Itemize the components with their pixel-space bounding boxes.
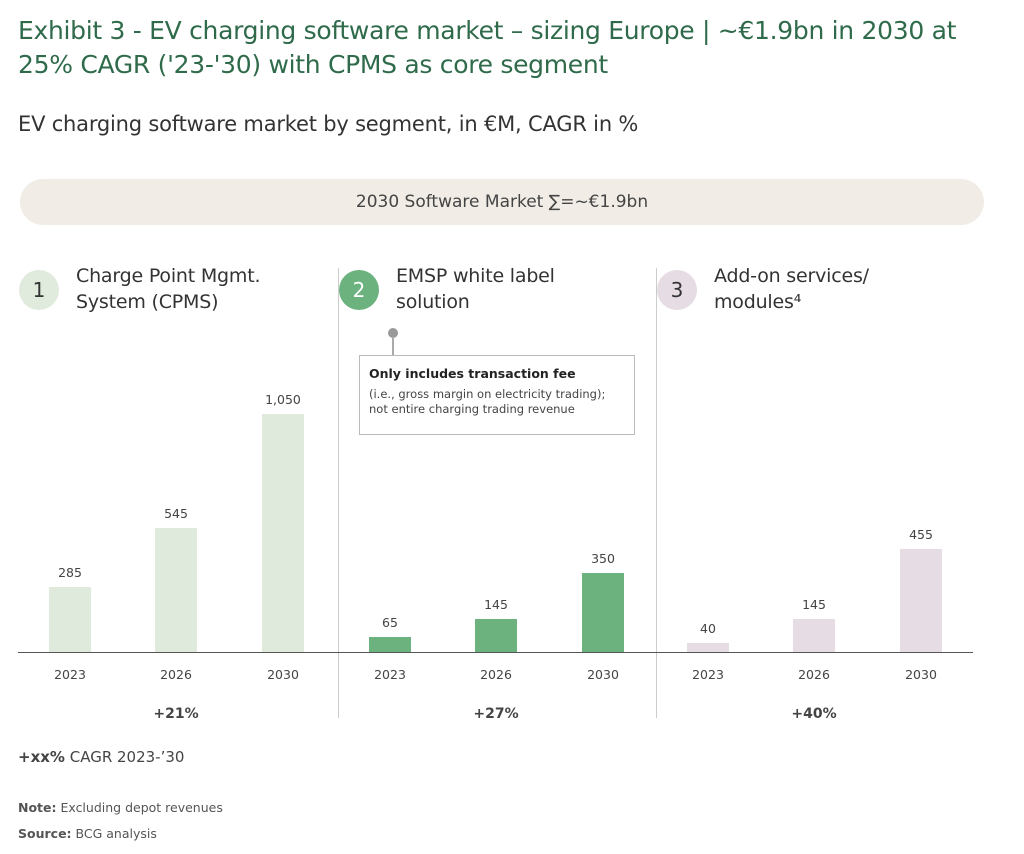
bar <box>793 619 835 652</box>
bar <box>475 619 517 652</box>
source: Source: BCG analysis <box>18 826 157 841</box>
bar <box>687 642 729 652</box>
legend-text: CAGR 2023-’30 <box>64 748 185 766</box>
x-axis-line <box>18 652 973 653</box>
source-text: BCG analysis <box>71 826 157 841</box>
panel-divider <box>338 268 339 718</box>
callout-box: Only includes transaction fee (i.e., gro… <box>359 355 635 435</box>
x-tick-label: 2023 <box>374 667 406 682</box>
x-tick-label: 2026 <box>160 667 192 682</box>
data-label: 145 <box>802 597 826 613</box>
data-label: 545 <box>164 506 188 522</box>
data-label: 350 <box>591 550 615 566</box>
x-tick-label: 2030 <box>905 667 937 682</box>
data-label: 145 <box>484 597 508 613</box>
chart-subtitle: EV charging software market by segment, … <box>18 112 639 136</box>
source-label: Source: <box>18 826 72 841</box>
x-tick-label: 2026 <box>480 667 512 682</box>
segment-number-badge: 1 <box>19 270 59 310</box>
cagr-label: +40% <box>791 706 837 722</box>
note: Note: Excluding depot revenues <box>18 800 223 815</box>
bar <box>369 637 411 652</box>
bar <box>49 587 91 652</box>
cagr-label: +21% <box>153 706 199 722</box>
segment-label: Charge Point Mgmt. System (CPMS) <box>76 265 261 313</box>
x-tick-label: 2026 <box>798 667 830 682</box>
bar <box>262 414 304 652</box>
bar <box>582 572 624 652</box>
callout-body: (i.e., gross margin on electricity tradi… <box>369 387 606 416</box>
segment-number-badge: 2 <box>339 270 379 310</box>
total-market-banner: 2030 Software Market ∑=~€1.9bn <box>20 179 984 225</box>
callout-dot <box>388 328 398 338</box>
panel-divider <box>656 268 657 718</box>
segment-label: Add-on services/ modules⁴ <box>714 265 869 313</box>
data-label: 455 <box>909 526 933 542</box>
callout-heading: Only includes transaction fee <box>369 366 576 381</box>
data-label: 285 <box>58 565 82 581</box>
x-tick-label: 2030 <box>587 667 619 682</box>
x-tick-label: 2023 <box>54 667 86 682</box>
data-label: 1,050 <box>265 392 301 407</box>
x-tick-label: 2023 <box>692 667 724 682</box>
bar <box>155 528 197 652</box>
segment-number-badge: 3 <box>657 270 697 310</box>
cagr-label: +27% <box>473 706 519 722</box>
bar <box>900 548 942 652</box>
exhibit-title: Exhibit 3 - EV charging software market … <box>18 16 957 79</box>
segment-label: EMSP white label solution <box>396 265 555 313</box>
legend-bold: +xx% <box>18 748 65 766</box>
data-label: 40 <box>700 620 716 636</box>
note-text: Excluding depot revenues <box>56 800 223 815</box>
note-label: Note: <box>18 800 57 815</box>
cagr-legend: +xx% CAGR 2023-’30 <box>18 748 184 766</box>
x-tick-label: 2030 <box>267 667 299 682</box>
callout-connector <box>392 337 394 355</box>
data-label: 65 <box>382 615 398 631</box>
